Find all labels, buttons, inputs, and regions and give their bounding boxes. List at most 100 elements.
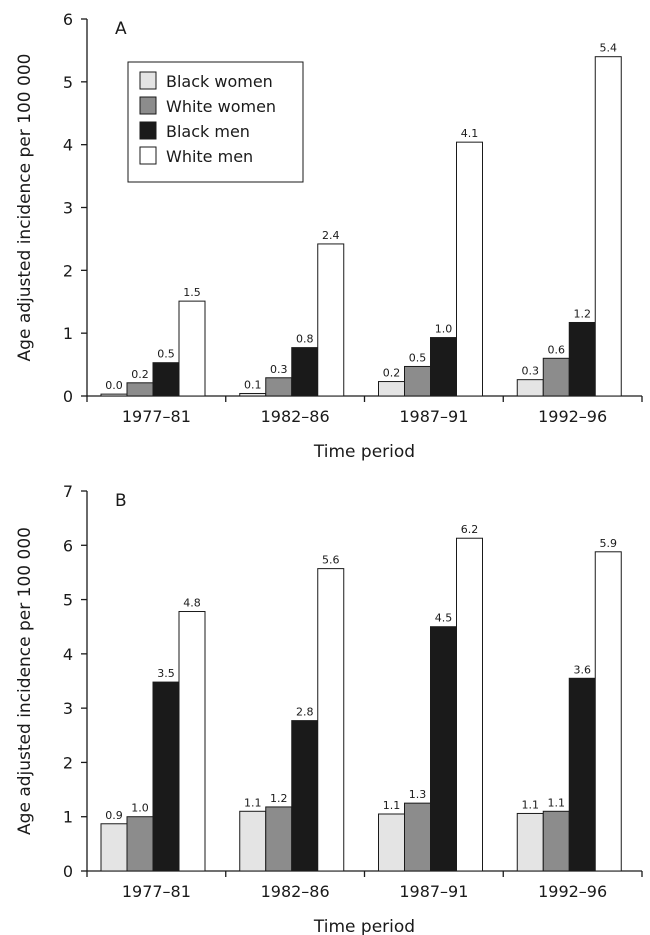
bar-white-women — [404, 365, 431, 397]
bar-white-women — [265, 806, 293, 872]
bar-black-women — [378, 813, 405, 872]
data-label: 4.8 — [183, 597, 201, 610]
x-tick-label: 1992–96 — [538, 407, 607, 426]
data-label: 1.1 — [548, 796, 566, 809]
bar-black-men — [291, 720, 319, 872]
bar-black-men — [152, 681, 180, 872]
bar-white-women — [542, 810, 570, 872]
bar-white-women — [542, 357, 570, 397]
data-label: 0.2 — [383, 367, 401, 380]
legend-label: White men — [166, 147, 253, 166]
bar-white-men — [594, 551, 622, 872]
legend-label: White women — [166, 97, 276, 116]
legend-box — [127, 61, 304, 183]
data-label: 4.1 — [461, 127, 479, 140]
y-tick-label: 1 — [63, 808, 73, 827]
bar-black-men — [430, 626, 457, 872]
bar-black-men — [152, 362, 180, 397]
data-label: 0.3 — [270, 363, 288, 376]
data-label: 0.0 — [105, 379, 123, 392]
x-axis-title: Time period — [313, 442, 415, 462]
legend-swatch — [139, 96, 157, 115]
y-tick-label: 7 — [63, 482, 73, 501]
bar-black-women — [239, 392, 267, 397]
bar-black-women — [239, 810, 267, 872]
y-tick-label: 3 — [63, 199, 73, 218]
y-tick-label: 2 — [63, 261, 73, 280]
y-tick-label: 4 — [63, 136, 73, 155]
bar-black-men — [430, 337, 457, 397]
bar-white-men — [456, 537, 483, 872]
data-label: 0.9 — [105, 809, 123, 822]
legend-swatch — [139, 146, 157, 165]
data-label: 0.6 — [548, 343, 566, 356]
data-label: 0.1 — [244, 378, 262, 391]
x-tick-label: 1987–91 — [399, 407, 468, 426]
x-tick-label: 1977–81 — [122, 407, 191, 426]
data-label: 1.2 — [270, 792, 288, 805]
bar-black-men — [568, 321, 596, 397]
x-axis-title: Time period — [313, 917, 415, 935]
bar-white-women — [126, 816, 154, 872]
y-tick-label: 6 — [63, 536, 73, 555]
legend-label: Black women — [166, 72, 273, 91]
bar-black-men — [291, 347, 319, 397]
chart-b: 0 1 2 3 4 5 6 7 0.9 1.0 3.5 4.8 1977–81 1.1 1.2 2.8 5.6 1… — [15, 482, 643, 935]
data-label: 2.8 — [296, 706, 314, 719]
bar-white-men — [317, 243, 345, 397]
y-tick-label: 3 — [63, 699, 73, 718]
bar-white-men — [317, 568, 345, 872]
x-tick-label: 1977–81 — [122, 882, 191, 901]
bar-white-women — [404, 802, 431, 872]
y-tick-label: 4 — [63, 645, 73, 664]
bar-black-women — [100, 393, 128, 397]
data-label: 1.3 — [409, 788, 427, 801]
data-label: 1.2 — [574, 307, 592, 320]
bar-white-men — [456, 141, 483, 397]
bar-black-men — [568, 677, 596, 872]
data-label: 0.8 — [296, 333, 314, 346]
y-tick-label: 6 — [63, 10, 73, 29]
data-label: 0.2 — [131, 368, 149, 381]
data-label: 3.6 — [574, 663, 592, 676]
data-label: 1.0 — [435, 323, 453, 336]
y-tick-label: 5 — [63, 73, 73, 92]
data-label: 1.1 — [522, 798, 540, 811]
bar-black-women — [516, 379, 544, 397]
data-label: 4.5 — [435, 612, 453, 625]
x-tick-label: 1992–96 — [538, 882, 607, 901]
bar-white-women — [265, 377, 293, 397]
legend-label: Black men — [166, 122, 250, 141]
data-label: 3.5 — [157, 667, 175, 680]
y-tick-label: 0 — [63, 387, 73, 406]
chart-a: 0 1 2 3 4 5 6 0.0 0.2 0.5 1.5 1977–81 0.1 0.3 0.8 2.4 19… — [15, 10, 643, 462]
panel-letter: A — [115, 19, 127, 39]
y-axis-title: Age adjusted incidence per 100 000 — [15, 54, 35, 362]
y-tick-label: 0 — [63, 862, 73, 881]
data-label: 1.1 — [383, 799, 401, 812]
data-label: 1.0 — [131, 802, 149, 815]
data-label: 1.1 — [244, 796, 262, 809]
bar-white-men — [594, 56, 622, 397]
y-tick-label: 2 — [63, 753, 73, 772]
data-label: 6.2 — [461, 523, 479, 536]
y-tick-label: 5 — [63, 591, 73, 610]
data-label: 2.4 — [322, 229, 340, 242]
bar-white-men — [178, 611, 206, 872]
bar-black-women — [100, 823, 128, 872]
y-tick-label: 1 — [63, 324, 73, 343]
data-label: 5.6 — [322, 554, 340, 567]
x-tick-label: 1982–86 — [261, 407, 330, 426]
x-tick-label: 1987–91 — [399, 882, 468, 901]
bar-white-women — [126, 382, 154, 397]
bar-white-men — [178, 300, 206, 397]
data-label: 0.5 — [409, 351, 427, 364]
legend-swatch — [139, 121, 157, 140]
bar-black-women — [516, 812, 544, 872]
y-axis-title: Age adjusted incidence per 100 000 — [15, 527, 35, 835]
legend-swatch — [139, 71, 157, 90]
data-label: 5.4 — [600, 42, 618, 55]
panel-letter: B — [115, 491, 127, 511]
data-label: 0.3 — [522, 365, 540, 378]
bar-black-women — [378, 381, 405, 397]
